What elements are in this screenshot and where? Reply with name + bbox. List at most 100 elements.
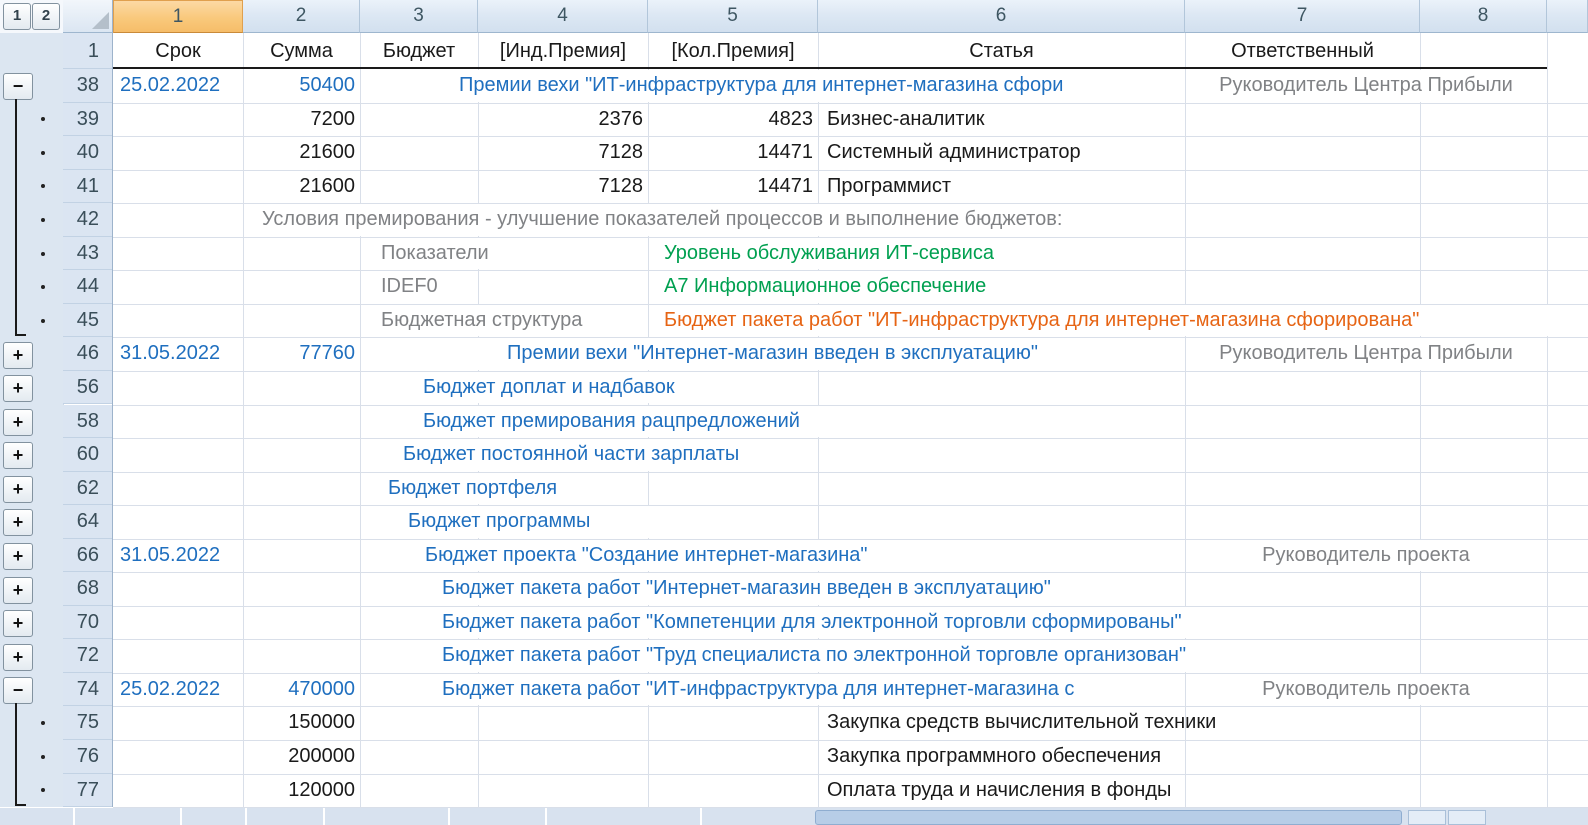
- grid-cell[interactable]: Руководитель проекта: [1262, 543, 1470, 566]
- row-header-39[interactable]: 39: [63, 102, 113, 136]
- outline-expand-button[interactable]: +: [3, 375, 33, 403]
- outline-expand-button[interactable]: +: [3, 543, 33, 570]
- row-header-70[interactable]: 70: [63, 605, 113, 640]
- row-header-42[interactable]: 42: [63, 203, 113, 237]
- outline-expand-button[interactable]: +: [3, 341, 33, 369]
- outline-expand-button[interactable]: +: [3, 442, 33, 470]
- grid-cell[interactable]: Руководитель проекта: [1262, 677, 1470, 700]
- row-header-56[interactable]: 56: [63, 370, 113, 405]
- grid-cell[interactable]: Премии вехи "Интернет-магазин введен в э…: [507, 342, 1038, 365]
- grid-cell[interactable]: 470000: [288, 677, 355, 700]
- row-header-60[interactable]: 60: [63, 438, 113, 472]
- outline-level-1-button[interactable]: 1: [3, 3, 31, 30]
- grid-cell[interactable]: Системный администратор: [827, 141, 1081, 164]
- column-header-extra[interactable]: [1547, 0, 1588, 33]
- grid-cell[interactable]: Бизнес-аналитик: [827, 107, 985, 130]
- grid-cell[interactable]: Бюджет: [382, 40, 456, 62]
- grid-cell[interactable]: Оплата труда и начисления в фонды: [827, 778, 1172, 801]
- row-header-76[interactable]: 76: [63, 740, 113, 774]
- grid-cell[interactable]: 21600: [299, 174, 355, 197]
- grid-cell[interactable]: 14471: [757, 141, 813, 164]
- grid-cell[interactable]: Руководитель Центра Прибыли: [1219, 342, 1513, 365]
- grid-cell[interactable]: 120000: [288, 778, 355, 801]
- column-header-8[interactable]: 8: [1420, 0, 1547, 33]
- grid-cell[interactable]: Уровень обслуживания ИТ-сервиса: [664, 241, 994, 264]
- grid-cell[interactable]: Бюджет программы: [408, 510, 591, 533]
- grid-cell[interactable]: [Инд.Премия]: [499, 40, 627, 62]
- grid-cell[interactable]: Сумма: [270, 40, 333, 62]
- row-header-40[interactable]: 40: [63, 136, 113, 170]
- outline-expand-button[interactable]: +: [3, 509, 33, 537]
- grid-cell[interactable]: Бюджет постоянной части зарплаты: [403, 443, 740, 465]
- row-header-62[interactable]: 62: [63, 471, 113, 506]
- row-header-43[interactable]: 43: [63, 236, 113, 271]
- grid-cell[interactable]: А7 Информационное обеспечение: [664, 275, 987, 298]
- grid-cell[interactable]: Закупка программного обеспечения: [827, 745, 1162, 767]
- grid-cell[interactable]: Бюджет пакета работ "Труд специалиста по…: [442, 644, 1187, 667]
- column-header-3[interactable]: 3: [360, 0, 478, 33]
- outline-collapse-button[interactable]: −: [3, 73, 33, 101]
- grid-cell[interactable]: Бюджет портфеля: [388, 476, 558, 499]
- grid-cell[interactable]: 150000: [288, 711, 355, 734]
- grid-cell[interactable]: Показатели: [381, 241, 489, 264]
- row-header-45[interactable]: 45: [63, 303, 113, 338]
- column-header-6[interactable]: 6: [818, 0, 1185, 33]
- grid-cell[interactable]: 200000: [288, 745, 355, 767]
- grid-cell[interactable]: 14471: [757, 174, 813, 197]
- outline-expand-button[interactable]: +: [3, 643, 33, 671]
- grid-cell[interactable]: Бюджетная структура: [381, 308, 583, 331]
- grid-cell[interactable]: Руководитель Центра Прибыли: [1219, 74, 1513, 96]
- row-header-46[interactable]: 46: [63, 337, 113, 371]
- grid-cell[interactable]: 25.02.2022: [120, 677, 221, 700]
- outline-expand-button[interactable]: +: [3, 408, 33, 436]
- grid-cell[interactable]: 4823: [768, 107, 814, 130]
- grid-cell[interactable]: 21600: [299, 141, 355, 164]
- grid-cell[interactable]: Бюджет пакета работ "Интернет-магазин вв…: [442, 577, 1051, 600]
- grid-cell[interactable]: 7200: [310, 107, 356, 130]
- grid-cell[interactable]: 31.05.2022: [120, 342, 221, 365]
- row-header-75[interactable]: 75: [63, 706, 113, 740]
- grid-cell[interactable]: Премии вехи "ИТ-инфраструктура для интер…: [459, 74, 1064, 96]
- row-header-64[interactable]: 64: [63, 505, 113, 539]
- grid-cell[interactable]: Закупка средств вычислительной техники: [827, 711, 1217, 734]
- outline-expand-button[interactable]: +: [3, 475, 33, 503]
- grid-cell[interactable]: Условия премирования - улучшение показат…: [262, 208, 1063, 231]
- column-header-7[interactable]: 7: [1185, 0, 1420, 33]
- row-header-68[interactable]: 68: [63, 572, 113, 606]
- grid-cell[interactable]: 2376: [598, 107, 644, 130]
- grid-cell[interactable]: [Кол.Премия]: [671, 40, 795, 62]
- grid-cell[interactable]: Ответственный: [1231, 40, 1374, 62]
- grid-cell[interactable]: Статья: [969, 40, 1034, 62]
- row-header-66[interactable]: 66: [63, 538, 113, 573]
- grid-cell[interactable]: Бюджет премирования рацпредложений: [423, 409, 800, 432]
- grid-cell[interactable]: 77760: [299, 342, 355, 365]
- grid-cell[interactable]: 7128: [598, 141, 644, 164]
- grid-cell[interactable]: 25.02.2022: [120, 74, 221, 96]
- row-header-72[interactable]: 72: [63, 639, 113, 673]
- column-header-4[interactable]: 4: [478, 0, 648, 33]
- grid-cell[interactable]: Программист: [827, 174, 951, 197]
- grid-cell[interactable]: Бюджет пакета работ "ИТ-инфраструктура д…: [442, 677, 1075, 700]
- column-header-1[interactable]: 1: [113, 0, 243, 33]
- row-header-1[interactable]: 1: [63, 33, 113, 69]
- grid-cell[interactable]: Бюджет пакета работ "ИТ-инфраструктура д…: [664, 308, 1420, 331]
- row-header-44[interactable]: 44: [63, 270, 113, 304]
- grid-cell[interactable]: 31.05.2022: [120, 543, 221, 566]
- grid-cell[interactable]: Бюджет проекта "Создание интернет-магази…: [425, 543, 868, 566]
- grid-cell[interactable]: Бюджет пакета работ "Компетенции для эле…: [442, 610, 1182, 633]
- grid-cell[interactable]: IDEF0: [381, 275, 438, 298]
- row-header-41[interactable]: 41: [63, 169, 113, 204]
- grid-cell[interactable]: 7128: [598, 174, 644, 197]
- column-header-5[interactable]: 5: [648, 0, 818, 33]
- grid-cell[interactable]: Бюджет доплат и надбавок: [423, 375, 675, 398]
- grid-cell[interactable]: 50400: [299, 74, 355, 96]
- row-header-38[interactable]: 38: [63, 69, 113, 103]
- outline-level-2-button[interactable]: 2: [32, 3, 60, 30]
- row-header-77[interactable]: 77: [63, 773, 113, 807]
- row-header-58[interactable]: 58: [63, 404, 113, 438]
- column-header-2[interactable]: 2: [243, 0, 360, 33]
- row-header-74[interactable]: 74: [63, 672, 113, 707]
- outline-collapse-button[interactable]: −: [3, 677, 33, 705]
- grid-cell[interactable]: Срок: [155, 40, 201, 62]
- outline-expand-button[interactable]: +: [3, 576, 33, 604]
